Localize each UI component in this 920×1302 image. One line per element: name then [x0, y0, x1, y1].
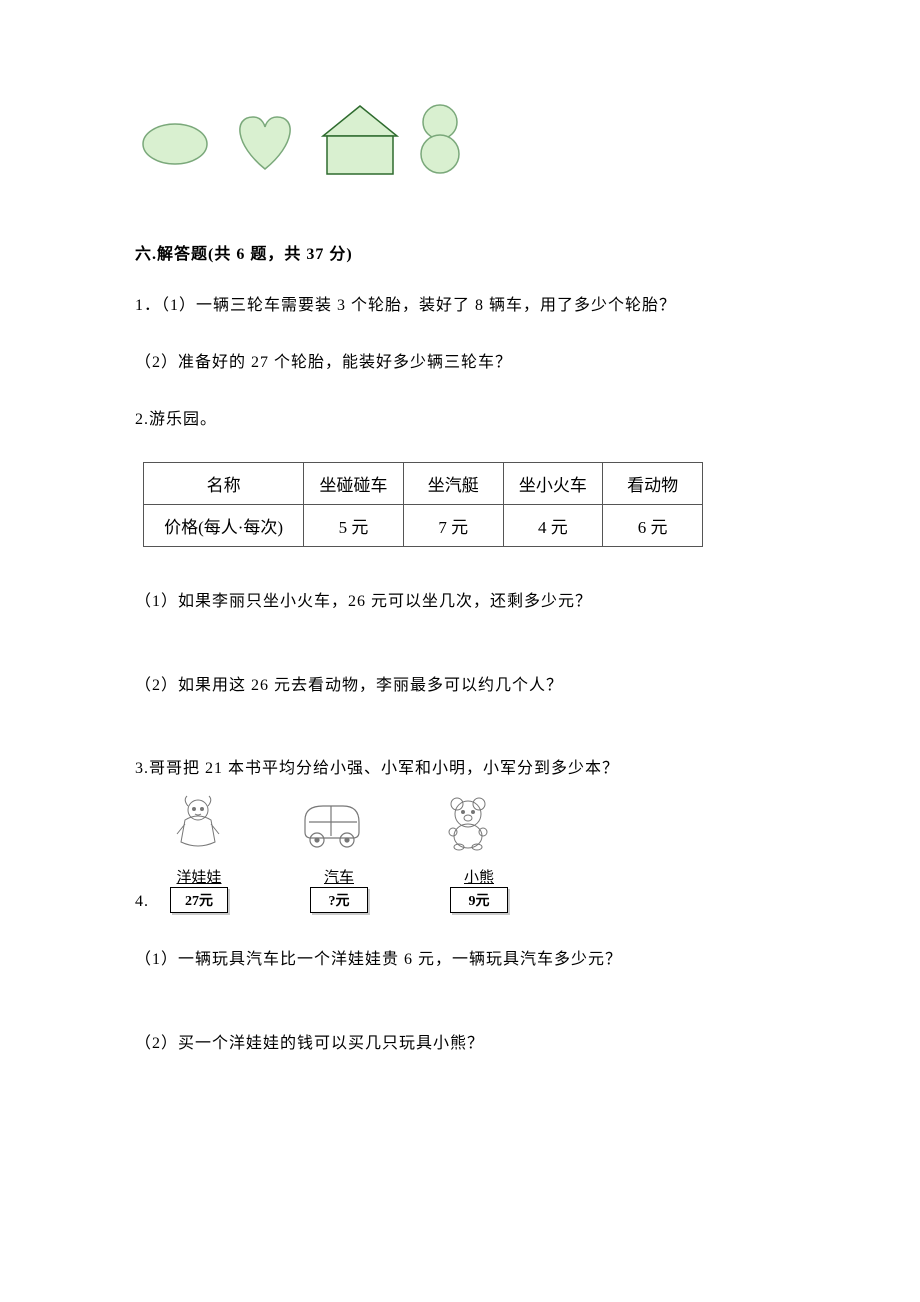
table-header: 名称	[144, 463, 304, 505]
table-cell: 7 元	[403, 505, 503, 547]
q2b: （2）如果用这 26 元去看动物，李丽最多可以约几个人？	[135, 671, 785, 695]
q2a: （1）如果李丽只坐小火车，26 元可以坐几次，还剩多少元？	[135, 587, 785, 611]
q4b: （2）买一个洋娃娃的钱可以买几只玩具小熊？	[135, 1029, 785, 1053]
eight-icon	[415, 100, 465, 180]
toy-col: 小熊 9元	[439, 866, 519, 913]
toy-col: 汽车 ?元	[299, 866, 379, 913]
section-header: 六.解答题(共 6 题，共 37 分)	[135, 240, 785, 264]
table-header: 看动物	[603, 463, 703, 505]
ellipse-icon	[135, 110, 215, 170]
q3: 3.哥哥把 21 本书平均分给小强、小军和小明，小军分到多少本？	[135, 755, 785, 784]
house-icon	[315, 100, 405, 180]
table-cell: 4 元	[503, 505, 603, 547]
q1a: 1．（1）一辆三轮车需要装 3 个轮胎，装好了 8 辆车，用了多少个轮胎？	[135, 292, 785, 321]
toy-col: 洋娃娃 27元	[159, 866, 239, 913]
price-box: 27元	[170, 887, 228, 913]
q1b: （2）准备好的 27 个轮胎，能装好多少辆三轮车？	[135, 349, 785, 378]
heart-icon	[225, 105, 305, 175]
table-header: 坐汽艇	[403, 463, 503, 505]
shapes-figure	[135, 100, 785, 180]
table-cell: 价格(每人·每次)	[144, 505, 304, 547]
q4-number: 4.	[135, 893, 149, 911]
car-icon	[293, 792, 373, 852]
toy-label: 小熊	[464, 866, 494, 887]
toy-label: 汽车	[324, 866, 354, 887]
toy-icons	[163, 792, 785, 852]
price-box: ?元	[310, 887, 368, 913]
bear-icon	[433, 792, 503, 852]
table-cell: 6 元	[603, 505, 703, 547]
table-cell: 5 元	[304, 505, 404, 547]
table-header: 坐小火车	[503, 463, 603, 505]
q4a: （1）一辆玩具汽车比一个洋娃娃贵 6 元，一辆玩具汽车多少元？	[135, 945, 785, 969]
q2: 2.游乐园。	[135, 406, 785, 435]
doll-icon	[163, 792, 233, 852]
table-header: 坐碰碰车	[304, 463, 404, 505]
toy-label: 洋娃娃	[176, 866, 221, 887]
price-box: 9元	[450, 887, 508, 913]
price-table: 名称 坐碰碰车 坐汽艇 坐小火车 看动物 价格(每人·每次) 5 元 7 元 4…	[143, 462, 703, 547]
